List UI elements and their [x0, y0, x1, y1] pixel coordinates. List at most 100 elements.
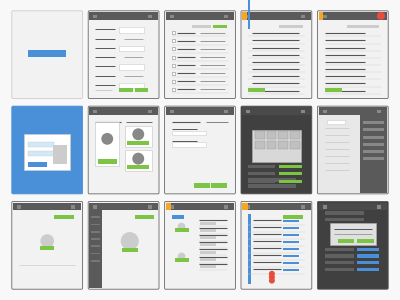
Bar — [246, 15, 250, 18]
Bar — [119, 27, 144, 32]
Bar — [175, 257, 188, 262]
Bar — [90, 107, 158, 115]
Circle shape — [101, 133, 113, 145]
Bar — [301, 206, 305, 209]
Bar — [242, 203, 310, 210]
Bar — [54, 215, 74, 219]
Bar — [319, 12, 323, 20]
Bar — [53, 145, 67, 164]
Bar — [283, 262, 299, 264]
Bar — [200, 236, 216, 239]
Bar — [172, 56, 175, 58]
Bar — [266, 141, 276, 149]
FancyBboxPatch shape — [12, 106, 83, 194]
Bar — [283, 220, 299, 223]
Bar — [325, 261, 354, 264]
Bar — [325, 218, 364, 221]
Bar — [166, 203, 170, 210]
Bar — [166, 203, 171, 210]
Bar — [119, 46, 144, 51]
Bar — [360, 107, 387, 193]
Bar — [242, 12, 310, 20]
Bar — [319, 203, 387, 210]
Bar — [200, 265, 216, 268]
Bar — [347, 25, 379, 28]
Bar — [200, 243, 216, 246]
Bar — [194, 183, 210, 188]
Bar — [283, 227, 299, 230]
Bar — [325, 268, 354, 271]
Bar — [330, 223, 376, 245]
Bar — [357, 261, 379, 264]
Bar — [278, 141, 288, 149]
Bar — [325, 88, 342, 92]
Bar — [13, 203, 82, 210]
FancyBboxPatch shape — [241, 106, 312, 194]
Bar — [325, 248, 354, 251]
Bar — [122, 248, 138, 252]
Bar — [90, 203, 158, 210]
Bar — [301, 110, 305, 113]
Bar — [172, 80, 175, 83]
Bar — [246, 110, 250, 113]
Bar — [248, 179, 275, 183]
Bar — [148, 110, 152, 113]
Bar — [357, 248, 379, 251]
FancyBboxPatch shape — [318, 202, 388, 289]
FancyBboxPatch shape — [165, 202, 235, 289]
FancyBboxPatch shape — [165, 106, 235, 194]
Bar — [363, 128, 384, 131]
Bar — [172, 47, 175, 50]
Bar — [166, 203, 234, 210]
Bar — [290, 141, 300, 149]
Bar — [283, 241, 299, 243]
FancyBboxPatch shape — [88, 11, 159, 98]
Bar — [28, 142, 54, 147]
Bar — [211, 183, 226, 188]
Bar — [248, 214, 251, 284]
Bar — [200, 250, 216, 254]
Bar — [377, 110, 381, 113]
Bar — [200, 222, 216, 225]
Bar — [279, 172, 302, 175]
FancyBboxPatch shape — [12, 11, 83, 98]
Bar — [283, 234, 299, 236]
FancyBboxPatch shape — [165, 11, 235, 98]
Bar — [252, 130, 301, 162]
Bar — [363, 150, 384, 153]
Bar — [135, 88, 148, 92]
Bar — [248, 164, 275, 168]
Bar — [172, 215, 184, 219]
Bar — [279, 25, 303, 28]
Bar — [242, 12, 247, 20]
Bar — [91, 224, 100, 225]
Bar — [28, 50, 66, 57]
Bar — [175, 228, 188, 232]
Bar — [254, 141, 264, 149]
Bar — [248, 184, 296, 188]
Bar — [166, 12, 234, 20]
Bar — [319, 12, 387, 20]
Bar — [91, 231, 100, 233]
Bar — [91, 260, 100, 262]
Circle shape — [132, 128, 144, 140]
Bar — [170, 15, 174, 18]
Bar — [200, 229, 216, 232]
Bar — [172, 142, 206, 147]
Bar — [166, 107, 234, 115]
Circle shape — [40, 234, 54, 248]
Circle shape — [121, 232, 139, 250]
Bar — [119, 88, 133, 92]
Bar — [28, 163, 48, 167]
Circle shape — [178, 253, 185, 260]
Bar — [172, 130, 206, 135]
Bar — [279, 179, 302, 183]
Circle shape — [269, 274, 275, 280]
Bar — [290, 131, 300, 139]
Circle shape — [269, 271, 275, 277]
Bar — [28, 151, 54, 156]
FancyBboxPatch shape — [241, 11, 312, 98]
Bar — [357, 254, 379, 258]
Bar — [363, 136, 384, 139]
FancyBboxPatch shape — [318, 11, 388, 98]
